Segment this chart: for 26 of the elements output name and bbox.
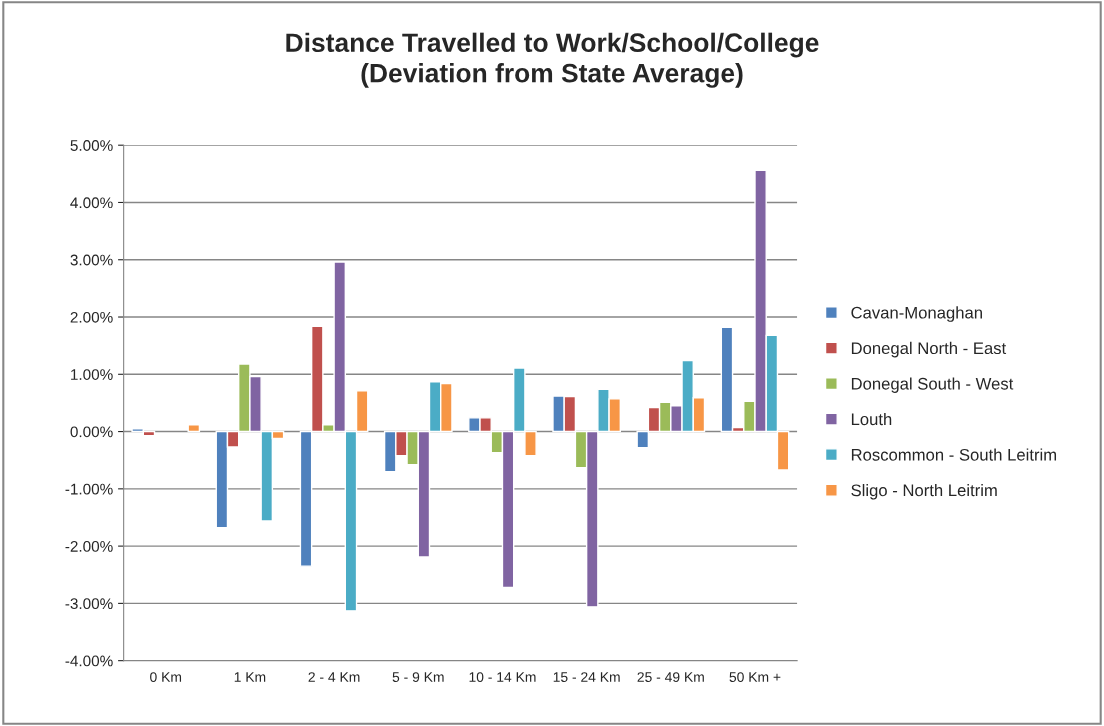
x-tick-label: 50 Km +	[729, 672, 781, 682]
y-tick-label: 3.00%	[70, 254, 113, 266]
x-tick-label: 25 - 49 Km	[637, 672, 704, 682]
legend-label: Sligo - North Leitrim	[851, 484, 997, 500]
y-tick-label: 5.00%	[70, 140, 113, 151]
legend-label: Donegal South - West	[851, 377, 1014, 393]
y-tick-label: 2.00%	[70, 311, 113, 323]
y-tick-label: -1.00%	[65, 483, 113, 495]
x-tick-label: 1 Km	[234, 672, 266, 682]
y-tick-label: -3.00%	[65, 598, 113, 610]
x-tick-label: 15 - 24 Km	[553, 672, 620, 682]
x-tick-label: 10 - 14 Km	[469, 672, 536, 682]
bar	[187, 423, 201, 433]
y-tick-label: 0.00%	[70, 426, 113, 438]
x-tick-label: 5 - 9 Km	[392, 672, 444, 682]
legend-label: Donegal North - East	[851, 341, 1007, 358]
y-tick-label: 4.00%	[70, 197, 113, 209]
legend-label: Roscommon - South Leitrim	[851, 448, 1057, 461]
y-tick-label: -4.00%	[65, 655, 113, 667]
y-tick-label: 1.00%	[71, 369, 113, 380]
chart-title: Distance Travelled to Work/School/College (Deviation from State Average)	[286, 32, 819, 88]
y-tick-label: -2.00%	[65, 540, 113, 552]
legend-label: Louth	[851, 412, 892, 426]
legend-label: Cavan-Monaghan	[851, 306, 982, 322]
x-tick-label: 2 - 4 Km	[308, 672, 360, 682]
x-tick-label: 0 Km	[150, 672, 182, 682]
